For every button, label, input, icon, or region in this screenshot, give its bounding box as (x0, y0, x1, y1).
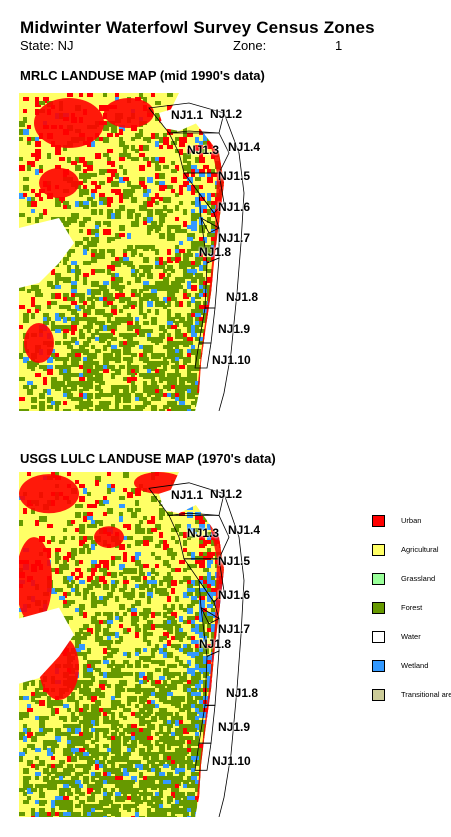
zone-label-nj1-8: NJ1.8 (226, 685, 259, 700)
legend-label-urban: Urban (401, 516, 422, 525)
zone-label-nj1-7: NJ1.7 (218, 231, 251, 245)
page-title: Midwinter Waterfowl Survey Census Zones (20, 18, 375, 37)
usgs-lulc-landuse-map[interactable]: NJ1.1 NJ1.2 NJ1.3 NJ1.4 NJ1.5 NJ1.6 NJ1.7 NJ1.8… (19, 472, 260, 817)
zone-label-nj1-9: NJ1.9 (218, 322, 251, 336)
legend-label-agricultural: Agricultural (401, 545, 439, 554)
legend-label-water: Water (401, 632, 421, 641)
legend-swatch-transitional (372, 689, 385, 701)
zone-label-nj1-1: NJ1.1 (171, 108, 204, 122)
zone-label-nj1-10: NJ1.10 (212, 353, 251, 367)
zone-label-nj1-10: NJ1.10 (212, 754, 251, 769)
zone-label: Zone: (233, 38, 267, 53)
zone-label-nj1-9: NJ1.9 (218, 720, 251, 735)
zone-label-nj1-1: NJ1.1 (171, 488, 204, 503)
zone-label-nj1-5: NJ1.5 (218, 169, 251, 183)
zone-label-nj1-5: NJ1.5 (218, 554, 251, 569)
zone-value: 1 (335, 38, 343, 53)
zone-label-nj1-2: NJ1.2 (210, 487, 243, 502)
legend-label-transitional: Transitional area (401, 690, 451, 699)
legend-swatch-urban (372, 515, 385, 527)
zone-label-nj1-7: NJ1.7 (218, 621, 251, 636)
zone-label-nj1-8: NJ1.8 (199, 245, 232, 259)
legend-swatch-grassland (372, 573, 385, 585)
zone-label-nj1-8: NJ1.8 (226, 290, 259, 304)
landuse-map-graphic (19, 93, 245, 411)
legend-swatch-water (372, 631, 385, 643)
map-title-usgs: USGS LULC LANDUSE MAP (1970's data) (20, 451, 276, 466)
state-label: State: NJ (20, 38, 74, 53)
zone-label-nj1-4: NJ1.4 (228, 522, 261, 537)
legend-label-grassland: Grassland (401, 574, 436, 583)
legend-label-forest: Forest (401, 603, 423, 612)
zone-label-nj1-2: NJ1.2 (210, 107, 243, 121)
zone-label-nj1-3: NJ1.3 (187, 143, 220, 157)
map-title-mrlc: MRLC LANDUSE MAP (mid 1990's data) (20, 68, 265, 83)
zone-label-nj1-6: NJ1.6 (218, 200, 251, 214)
zone-label-nj1-4: NJ1.4 (228, 140, 261, 154)
landuse-map-graphic (19, 472, 245, 817)
legend-swatch-agricultural (372, 544, 385, 556)
legend-swatch-forest (372, 602, 385, 614)
zone-label-nj1-3: NJ1.3 (187, 526, 220, 541)
legend-label-wetland: Wetland (401, 661, 429, 670)
mrlc-landuse-map[interactable]: NJ1.1 NJ1.2 NJ1.3 NJ1.4 NJ1.5 NJ1.6 NJ1.7 NJ1.8… (19, 93, 260, 411)
legend-swatch-wetland (372, 660, 385, 672)
zone-label-nj1-8: NJ1.8 (199, 636, 232, 651)
zone-label-nj1-6: NJ1.6 (218, 588, 251, 603)
